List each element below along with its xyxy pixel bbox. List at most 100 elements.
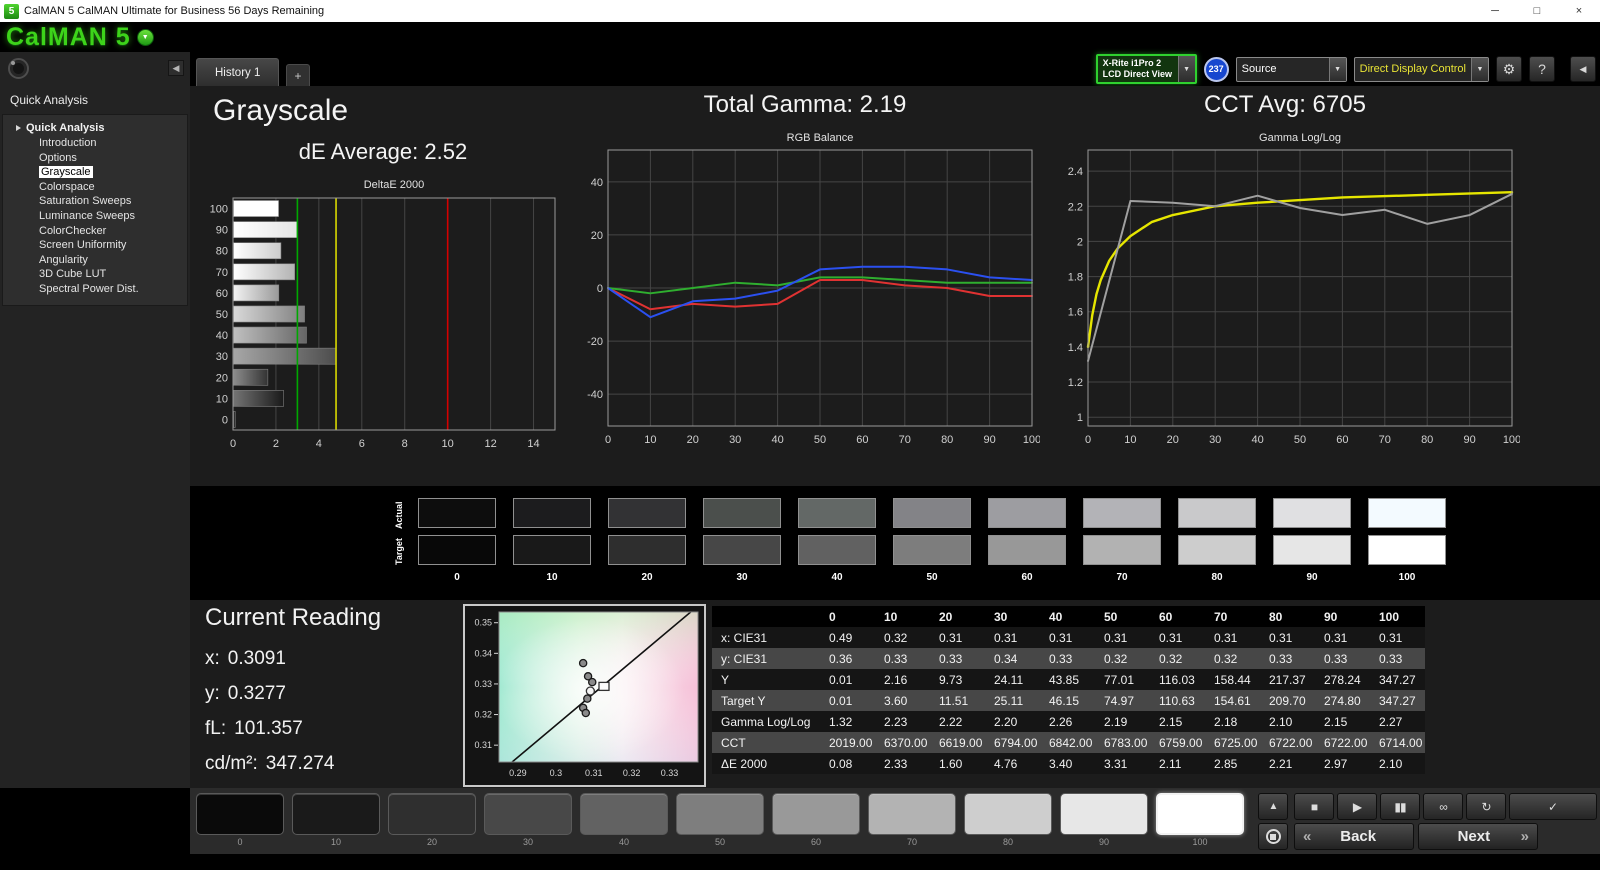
sidebar-item-screen-uniformity[interactable]: Screen Uniformity <box>39 239 127 252</box>
sidebar-item-luminance-sweeps[interactable]: Luminance Sweeps <box>39 209 136 222</box>
source-label: Source <box>1241 62 1277 75</box>
svg-text:10: 10 <box>442 438 454 450</box>
svg-text:30: 30 <box>1209 434 1221 446</box>
add-tab-button[interactable]: + <box>286 64 310 86</box>
pattern-level-button-80[interactable] <box>964 793 1052 835</box>
sidebar-item-saturation-sweeps[interactable]: Saturation Sweeps <box>39 195 132 208</box>
sidebar-item-introduction[interactable]: Introduction <box>39 137 97 149</box>
svg-text:30: 30 <box>216 351 228 363</box>
pattern-level-button-60[interactable] <box>772 793 860 835</box>
table-cell: 2.11 <box>1150 753 1205 774</box>
continuous-measure-button[interactable]: ∞ <box>1423 793 1463 820</box>
svg-text:6: 6 <box>359 438 365 450</box>
svg-text:50: 50 <box>216 309 228 321</box>
sidebar: ◀ Quick Analysis Quick Analysis Introduc… <box>0 52 190 788</box>
meter-labels: X-Rite i1Pro 2 LCD Direct View <box>1098 56 1178 82</box>
right-panel-collapse-button[interactable]: ◀ <box>1570 56 1596 82</box>
pattern-level-label: 0 <box>237 837 243 847</box>
pattern-level-button-20[interactable] <box>388 793 476 835</box>
pattern-level-button-100[interactable] <box>1156 793 1244 835</box>
pattern-level-button-70[interactable] <box>868 793 956 835</box>
sidebar-item-3d-cube-lut[interactable]: 3D Cube LUT <box>39 268 107 281</box>
sidebar-item-colorspace[interactable]: Colorspace <box>39 180 95 193</box>
play-button[interactable]: ▶ <box>1337 793 1377 820</box>
table-row-label: y: CIE31 <box>712 648 820 669</box>
tab-history-1[interactable]: History 1 <box>196 58 280 86</box>
table-cell: 0.33 <box>930 648 985 669</box>
reading-cdm2-value: 347.274 <box>265 753 335 774</box>
pattern-level-label: 40 <box>618 837 629 847</box>
next-button[interactable]: Next » <box>1418 823 1538 850</box>
target-swatch-90 <box>1273 535 1351 565</box>
calman-logo[interactable]: CalMAN 5 ▼ <box>0 22 200 52</box>
close-button[interactable]: × <box>1575 5 1583 17</box>
pattern-window-button[interactable] <box>1258 823 1288 850</box>
source-selector[interactable]: Source ▼ <box>1235 56 1347 82</box>
table-col-header: 0 <box>820 606 875 627</box>
pattern-level-button-40[interactable] <box>580 793 668 835</box>
display-control-selector[interactable]: Direct Display Control ▼ <box>1353 56 1489 82</box>
table-row: y: CIE31 0.36 0.33 0.33 0.34 0.33 0.32 0.32 0.32… <box>712 648 1425 669</box>
source-dropdown-arrow-icon[interactable]: ▼ <box>1328 57 1346 81</box>
pattern-level-button-10[interactable] <box>292 793 380 835</box>
settings-button[interactable]: ⚙ <box>1496 56 1522 82</box>
swatch-level-label: 10 <box>546 572 558 583</box>
actual-swatch-30 <box>703 498 781 528</box>
pattern-level-button-50[interactable] <box>676 793 764 835</box>
minimize-button[interactable]: ─ <box>1491 5 1499 17</box>
accept-button[interactable]: ✓ <box>1509 793 1597 820</box>
table-cell: 74.97 <box>1095 690 1150 711</box>
sidebar-item-grayscale[interactable]: Grayscale <box>39 166 93 179</box>
logo-dropdown-button[interactable]: ▼ <box>136 29 154 46</box>
svg-text:50: 50 <box>1294 434 1306 446</box>
pattern-level-button-90[interactable] <box>1060 793 1148 835</box>
reading-fl-value: 101.357 <box>234 718 303 739</box>
table-cell: 6722.00 <box>1315 732 1370 753</box>
pattern-level-label: 10 <box>330 837 341 847</box>
sidebar-item-angularity[interactable]: Angularity <box>39 253 88 266</box>
page-title: Grayscale <box>213 94 349 127</box>
table-cell: 0.33 <box>875 648 930 669</box>
table-col-header: 100 <box>1370 606 1425 627</box>
sidebar-collapse-button[interactable]: ◀ <box>168 60 184 76</box>
pause-button[interactable]: ▮▮ <box>1380 793 1420 820</box>
table-row: x: CIE31 0.49 0.32 0.31 0.31 0.31 0.31 0.31 0.31… <box>712 627 1425 648</box>
table-row-label: ΔE 2000 <box>712 753 820 774</box>
table-row-label: Target Y <box>712 690 820 711</box>
sidebar-item-colorchecker[interactable]: ColorChecker <box>39 224 107 237</box>
main-content: Grayscale dE Average: 2.52 Total Gamma: … <box>190 86 1600 788</box>
table-cell: 6619.00 <box>930 732 985 753</box>
cie-chromaticity-chart: 0.29 0.3 0.31 0.32 0.33 0.35 0.34 0.33 0.32 0.31 <box>463 604 706 787</box>
table-cell: 2.23 <box>875 711 930 732</box>
table-cell: 0.32 <box>1150 648 1205 669</box>
stop-button[interactable]: ■ <box>1294 793 1334 820</box>
actual-row-label: Actual <box>394 501 404 529</box>
table-cell: 6794.00 <box>985 732 1040 753</box>
svg-text:0.33: 0.33 <box>474 679 492 689</box>
display-control-dropdown-arrow-icon[interactable]: ▼ <box>1471 57 1488 81</box>
eject-button[interactable]: ▲ <box>1258 793 1288 820</box>
measurement-table: 0 10 20 30 40 50 60 70 80 90 100 x: CIE31 0.49 0.32 0.… <box>712 606 1425 774</box>
svg-text:40: 40 <box>771 434 783 446</box>
pattern-level-button-0[interactable] <box>196 793 284 835</box>
pattern-level-button-30[interactable] <box>484 793 572 835</box>
sidebar-item-options[interactable]: Options <box>39 151 77 164</box>
back-button[interactable]: « Back <box>1294 823 1414 850</box>
tree-root-quick-analysis[interactable]: Quick Analysis <box>3 120 187 136</box>
svg-text:12: 12 <box>484 438 496 450</box>
maximize-button[interactable]: □ <box>1533 5 1541 17</box>
help-button[interactable]: ? <box>1529 56 1555 82</box>
actual-swatch-90 <box>1273 498 1351 528</box>
table-cell: 0.01 <box>820 690 875 711</box>
table-col-header: 80 <box>1260 606 1315 627</box>
swatch-column: 100 <box>1368 498 1446 583</box>
loop-button[interactable]: ↻ <box>1466 793 1506 820</box>
meter-dropdown-arrow-icon[interactable]: ▼ <box>1177 56 1195 82</box>
svg-text:0: 0 <box>597 283 603 295</box>
session-wheel-icon[interactable] <box>8 58 29 79</box>
tree-expand-icon[interactable] <box>16 125 21 131</box>
pattern-level: 30 <box>484 793 572 847</box>
sidebar-item-spectral-power-dist[interactable]: Spectral Power Dist. <box>39 282 139 295</box>
meter-selector[interactable]: X-Rite i1Pro 2 LCD Direct View ▼ <box>1095 54 1197 84</box>
svg-text:0.31: 0.31 <box>585 768 603 778</box>
